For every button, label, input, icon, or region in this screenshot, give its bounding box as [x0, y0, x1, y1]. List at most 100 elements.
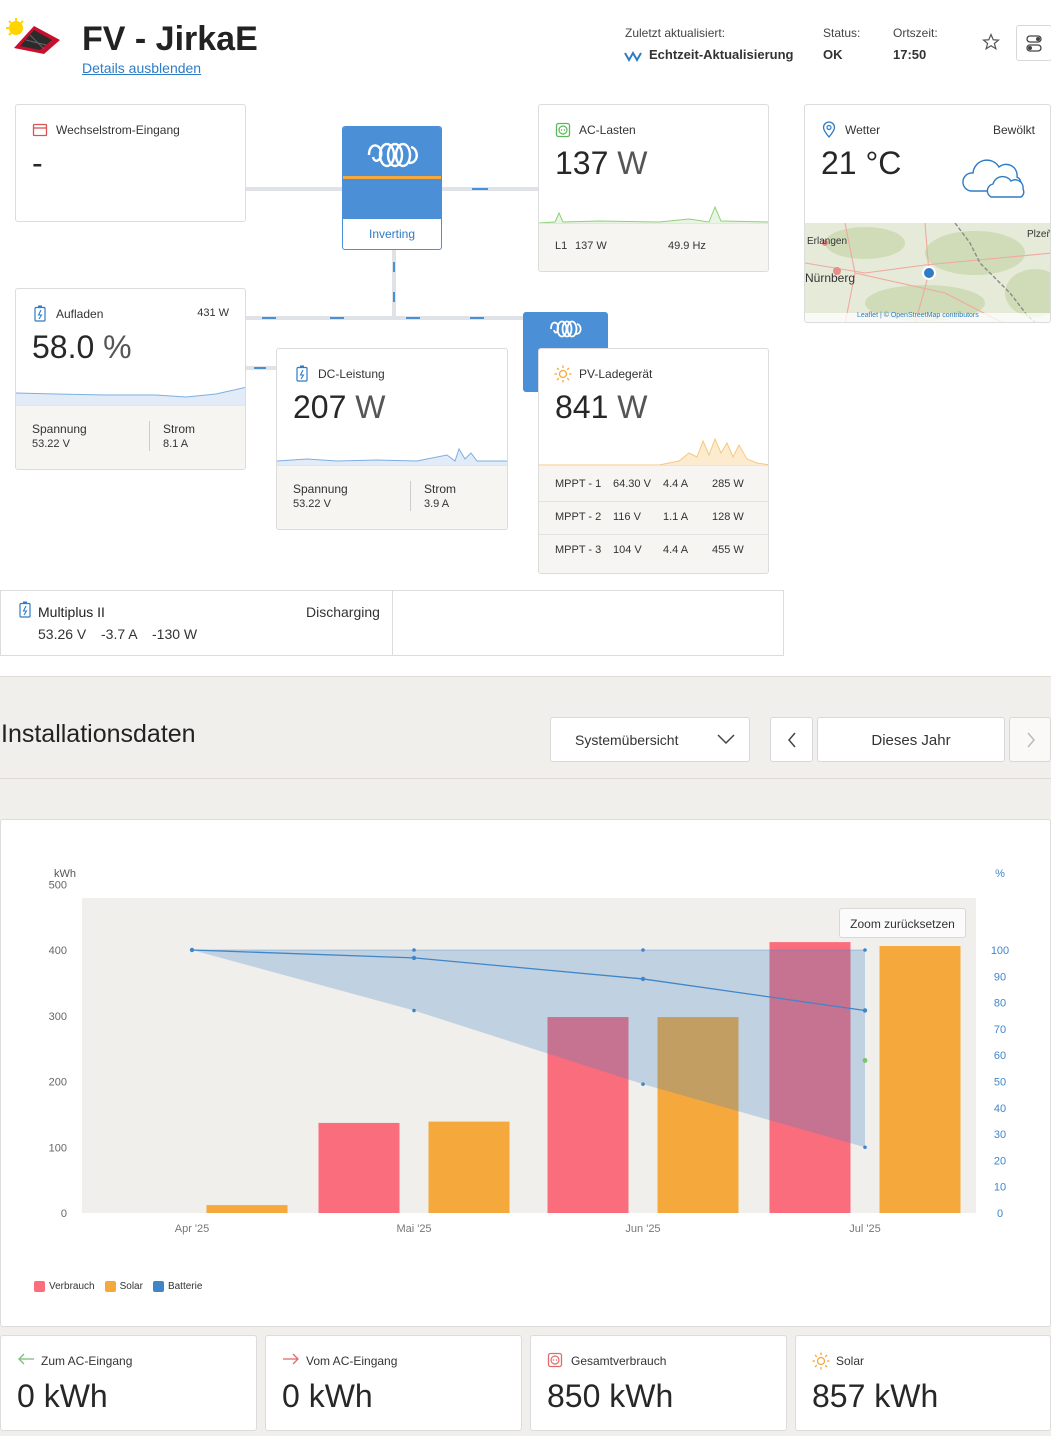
dc-power-footer: Spannung 53.22 V Strom 3.9 A [277, 465, 507, 529]
map-attribution[interactable]: Leaflet | © OpenStreetMap contributors [857, 312, 979, 319]
previous-period-button[interactable] [770, 717, 813, 762]
favorite-star-icon[interactable] [981, 32, 1001, 56]
battery-max-point [641, 948, 645, 952]
kpi-label: Vom AC-Eingang [306, 1354, 398, 1368]
period-display[interactable]: Dieses Jahr [817, 717, 1005, 762]
installation-title: Installationsdaten [1, 720, 196, 748]
ac-loads-card[interactable]: AC-Lasten 137 W L1 137 W 49.9 Hz [538, 104, 769, 272]
realtime-icon [624, 49, 642, 67]
kpi-value: 857 kWh [812, 1378, 939, 1414]
arrow-right-icon [283, 1353, 299, 1365]
chevron-down-icon [717, 734, 735, 745]
multiplus-voltage: 53.26 V [38, 626, 87, 642]
chart-card: kWh% 500 400 300 200 100 0 100 90 80 70 60 50 40 30 20 1… [0, 819, 1051, 1327]
settings-toggle-button[interactable] [1016, 25, 1051, 61]
battery-card[interactable]: Aufladen 431 W 58.0 % Spannung 53.22 V S… [15, 288, 246, 470]
ac-input-card[interactable]: Wechselstrom-Eingang - [15, 104, 246, 222]
kpi-total-consumption[interactable]: Gesamtverbrauch 850 kWh [530, 1335, 787, 1431]
map-label-plzen: Plzeň [1027, 229, 1051, 240]
ac-loads-phase-power: 137 W [575, 240, 607, 252]
dc-power-number: 207 [293, 389, 347, 425]
period-label: Dieses Jahr [871, 732, 951, 749]
zoom-reset-button[interactable]: Zoom zurücksetzen [839, 908, 966, 938]
last-updated-value: Echtzeit-Aktualisierung [649, 47, 794, 62]
dc-power-card[interactable]: DC-Leistung 207 W Spannung 53.22 V Strom… [276, 348, 508, 530]
battery-min-point [641, 1082, 645, 1086]
y-tick-right: 70 [994, 1024, 1006, 1036]
location-pin-icon [822, 121, 836, 138]
kpi-label: Gesamtverbrauch [571, 1354, 667, 1368]
pv-sparkline [539, 437, 768, 467]
weather-map[interactable]: Erlangen Nürnberg Plzeň Leaflet | © Open… [805, 223, 1051, 322]
status-value: OK [823, 47, 843, 62]
sun-icon [554, 365, 572, 383]
next-period-button[interactable] [1009, 717, 1051, 762]
battery-voltage-label: Spannung [32, 422, 87, 436]
legend-label: Batterie [167, 1281, 203, 1292]
y-tick-left: 400 [49, 945, 67, 957]
zoom-reset-label: Zoom zurücksetzen [850, 917, 955, 931]
pv-charger-number: 841 [555, 389, 609, 425]
y-tick-left: 500 [49, 879, 67, 891]
outlet-icon [555, 122, 571, 138]
inverter-block[interactable]: Inverting [342, 126, 442, 250]
view-select-dropdown[interactable]: Systemübersicht [550, 717, 750, 762]
mppt-power: 128 W [712, 511, 744, 523]
mppt-name: MPPT - 2 [555, 511, 602, 523]
battery-soc: 58.0 % [32, 329, 132, 366]
multiplus-state: Discharging [306, 604, 380, 620]
pv-charger-card[interactable]: PV-Ladegerät 841 W MPPT - 1 64.30 V 4.4 … [538, 348, 769, 574]
kpi-from-ac-input[interactable]: Vom AC-Eingang 0 kWh [265, 1335, 522, 1431]
legend-item-consumption[interactable]: Verbrauch [34, 1281, 95, 1292]
mppt-voltage: 64.30 V [613, 478, 651, 490]
sun-kpi-icon [812, 1352, 830, 1370]
local-time-label: Ortszeit: [893, 26, 938, 40]
battery-soc-unit: % [103, 329, 132, 365]
site-logo [4, 18, 62, 58]
kpi-value: 850 kWh [547, 1378, 674, 1414]
battery-title: Aufladen [56, 307, 104, 321]
legend-swatch [34, 1281, 45, 1292]
bar-consumption [318, 1122, 400, 1213]
y-tick-right: 30 [994, 1129, 1006, 1141]
battery-current-label: Strom [163, 422, 196, 436]
mppt-row: MPPT - 3 104 V 4.4 A 455 W [539, 535, 768, 568]
kpi-solar[interactable]: Solar 857 kWh [795, 1335, 1051, 1431]
battery-avg-line [191, 949, 866, 1012]
y-tick-right: 10 [994, 1182, 1006, 1194]
kpi-value: 0 kWh [282, 1378, 373, 1414]
battery-sparkline [16, 386, 245, 407]
battery-avg-point [862, 1008, 868, 1013]
dc-power-title: DC-Leistung [318, 367, 385, 381]
y-tick-right: 40 [994, 1103, 1006, 1115]
y-tick-right: 100 [991, 945, 1009, 957]
x-tick-label: Apr '25 [175, 1223, 210, 1235]
chart-legend: Verbrauch Solar Batterie [34, 1281, 212, 1292]
dc-power-sparkline [277, 447, 507, 465]
flow-connectors [246, 187, 545, 370]
mppt-voltage: 104 V [613, 544, 642, 556]
outlet-red-icon [547, 1352, 563, 1368]
toggle-details-link[interactable]: Details ausblenden [82, 60, 202, 76]
battery-avg-point [411, 955, 417, 961]
weather-title: Wetter [845, 123, 881, 137]
legend-item-battery[interactable]: Batterie [152, 1281, 203, 1292]
dc-voltage: 53.22 V [293, 498, 331, 510]
ac-loads-sparkline [539, 205, 768, 225]
y-axis-right-title: % [995, 868, 1005, 880]
weather-card[interactable]: Wetter Bewölkt 21 °C Erlangen Nürnberg [804, 104, 1051, 323]
kpi-to-ac-input[interactable]: Zum AC-Eingang 0 kWh [0, 1335, 257, 1431]
pv-charger-value: 841 W [555, 389, 647, 426]
installation-toolbar-divider [0, 778, 1051, 779]
installation-chart[interactable]: kWh %500400300200100010090807060504030201… [1, 820, 1050, 1326]
mppt-power: 285 W [712, 478, 744, 490]
legend-item-solar[interactable]: Solar [104, 1281, 143, 1292]
pv-charger-title: PV-Ladegerät [579, 367, 653, 381]
mppt-name: MPPT - 3 [555, 544, 602, 556]
bar-solar [879, 946, 961, 1213]
victron-logo-icon [367, 142, 418, 168]
mppt-power: 455 W [712, 544, 744, 556]
last-updated-label: Zuletzt aktualisiert: [625, 26, 726, 40]
multiplus-card[interactable]: Multiplus II Discharging 53.26 V -3.7 A … [0, 590, 784, 656]
mppt-name: MPPT - 1 [555, 478, 602, 490]
